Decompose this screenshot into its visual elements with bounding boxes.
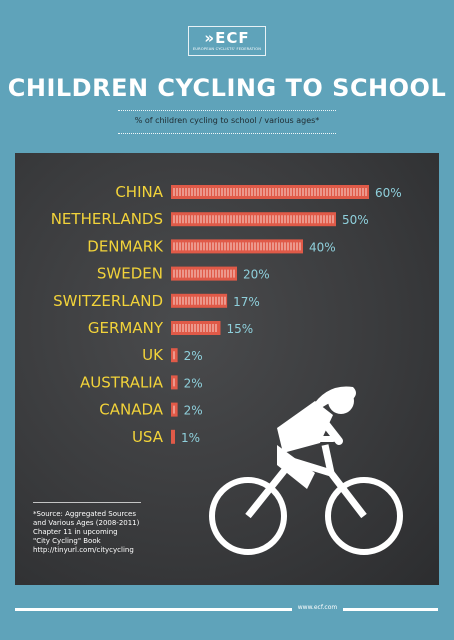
value-label: 40% bbox=[309, 240, 336, 254]
footer-rule-left bbox=[15, 608, 292, 611]
rider-torso bbox=[277, 401, 333, 453]
source-line: *Source: Aggregated Sources bbox=[33, 510, 136, 518]
bar-hatch bbox=[173, 324, 217, 332]
value-label: 20% bbox=[243, 268, 270, 282]
country-label: SWEDEN bbox=[97, 265, 163, 283]
bar-hatch bbox=[173, 242, 301, 251]
bike-frame bbox=[245, 457, 367, 519]
value-label: 1% bbox=[181, 431, 200, 445]
dotted-divider-bottom bbox=[118, 133, 336, 134]
country-label: DENMARK bbox=[87, 237, 164, 255]
source-divider bbox=[33, 502, 141, 503]
logo-mark: »ECF bbox=[204, 29, 250, 47]
chalkboard: CHINA 60% NETHERLANDS 50% DENMARK 40% SWEDEN 20… bbox=[15, 153, 439, 585]
country-label: GERMANY bbox=[88, 319, 164, 337]
footer-rule-right bbox=[343, 608, 438, 611]
country-label: USA bbox=[132, 428, 164, 446]
rider-leg bbox=[277, 445, 315, 489]
bar-hatch bbox=[173, 269, 235, 278]
rider-helmet bbox=[311, 386, 356, 413]
bike-front-wheel bbox=[325, 477, 403, 555]
value-label: 15% bbox=[227, 322, 254, 336]
value-label: 60% bbox=[375, 186, 402, 200]
bike-fork bbox=[321, 444, 335, 474]
logo-subtitle: EUROPEAN CYCLISTS' FEDERATION bbox=[192, 47, 262, 51]
footer-url[interactable]: www.ecf.com bbox=[297, 604, 338, 611]
page-title: CHILDREN CYCLING TO SCHOOL bbox=[7, 74, 447, 102]
bar bbox=[171, 429, 175, 444]
source-line: Chapter 11 in upcoming bbox=[33, 528, 118, 536]
cyclist-icon bbox=[209, 386, 403, 555]
rider-arm bbox=[317, 414, 343, 445]
dotted-divider-top bbox=[118, 110, 336, 111]
country-label: AUSTRALIA bbox=[80, 373, 164, 391]
value-label: 50% bbox=[342, 213, 369, 227]
bar-hatch bbox=[173, 296, 226, 305]
bar-hatch bbox=[173, 215, 334, 224]
country-label: CANADA bbox=[99, 401, 164, 419]
bar-hatch bbox=[173, 188, 367, 196]
bar bbox=[171, 212, 336, 227]
value-label: 17% bbox=[233, 295, 260, 309]
country-label: UK bbox=[142, 346, 164, 364]
bars-layer: CHINA 60% NETHERLANDS 50% DENMARK 40% SWEDEN 20… bbox=[51, 183, 402, 446]
ecf-logo: »ECF EUROPEAN CYCLISTS' FEDERATION bbox=[188, 26, 266, 56]
source-line: "City Cycling" Book bbox=[33, 537, 101, 545]
value-label: 2% bbox=[184, 404, 203, 418]
country-label: SWITZERLAND bbox=[53, 292, 163, 310]
source-line: and Various Ages (2008-2011) bbox=[33, 519, 140, 527]
country-label: NETHERLANDS bbox=[51, 210, 163, 228]
value-label: 2% bbox=[184, 376, 203, 390]
value-label: 2% bbox=[184, 349, 203, 363]
bar-chart: CHINA 60% NETHERLANDS 50% DENMARK 40% SWEDEN 20… bbox=[51, 183, 403, 555]
chart-subtitle: % of children cycling to school / variou… bbox=[134, 116, 320, 125]
source-link[interactable]: http://tinyurl.com/citycycling bbox=[33, 546, 134, 554]
bike-rear-wheel bbox=[209, 477, 287, 555]
source-note: *Source: Aggregated Sources and Various … bbox=[33, 510, 173, 555]
country-label: CHINA bbox=[115, 183, 163, 201]
